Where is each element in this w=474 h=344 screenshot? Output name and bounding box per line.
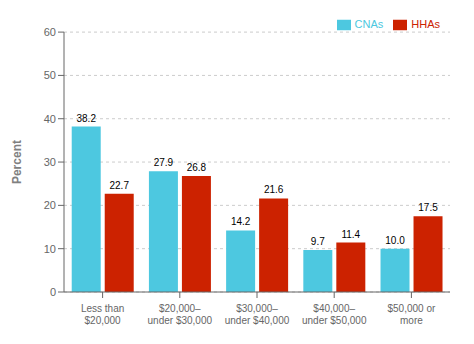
svg-text:14.2: 14.2	[231, 216, 251, 227]
svg-text:$40,000–under $50,000: $40,000–under $50,000	[302, 303, 367, 326]
svg-text:10.0: 10.0	[385, 235, 405, 246]
svg-text:27.9: 27.9	[154, 157, 174, 168]
svg-text:10: 10	[44, 243, 56, 255]
svg-text:38.2: 38.2	[76, 113, 96, 124]
svg-text:Less than$20,000: Less than$20,000	[81, 303, 124, 326]
svg-text:26.8: 26.8	[187, 162, 207, 173]
html-text:HHAs: HHAs	[411, 18, 440, 30]
svg-text:0: 0	[50, 286, 56, 298]
svg-text:11.4: 11.4	[341, 229, 360, 240]
svg-text:Percent: Percent	[10, 140, 24, 184]
svg-text:60: 60	[44, 26, 56, 38]
svg-text:21.6: 21.6	[264, 184, 284, 195]
svg-text:$50,000 ormore: $50,000 ormore	[387, 303, 435, 326]
svg-text:22.7: 22.7	[109, 180, 129, 191]
svg-text:$30,000–under $40,000: $30,000–under $40,000	[225, 303, 290, 326]
html-text:CNAs: CNAs	[354, 18, 384, 30]
svg-text:17.5: 17.5	[418, 202, 438, 213]
svg-text:9.7: 9.7	[311, 236, 325, 247]
svg-text:40: 40	[44, 113, 56, 125]
svg-text:50: 50	[44, 69, 56, 81]
svg-text:20: 20	[44, 199, 56, 211]
svg-text:30: 30	[44, 156, 56, 168]
svg-text:$20,000–under $30,000: $20,000–under $30,000	[148, 303, 213, 326]
